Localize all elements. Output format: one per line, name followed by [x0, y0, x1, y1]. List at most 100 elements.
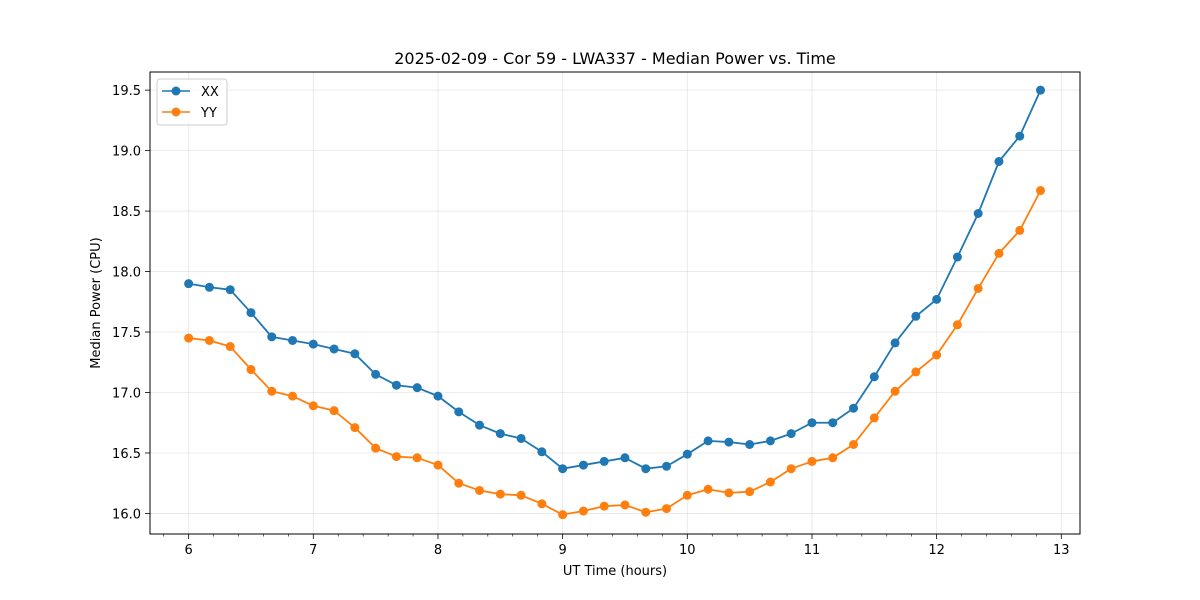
data-point-xx: [662, 461, 672, 471]
x-tick-label: 11: [804, 543, 821, 558]
legend-label-yy: YY: [200, 106, 217, 121]
data-point-xx: [288, 335, 298, 345]
x-tick-label: 6: [185, 543, 193, 558]
data-point-yy: [516, 490, 526, 500]
data-point-yy: [994, 248, 1004, 258]
x-tick-label: 7: [309, 543, 317, 558]
data-point-yy: [911, 367, 921, 377]
data-point-yy: [329, 406, 339, 416]
data-point-xx: [786, 429, 796, 439]
data-point-xx: [1036, 85, 1046, 95]
legend-marker-xx: [171, 86, 181, 96]
data-point-yy: [807, 456, 817, 466]
data-point-yy: [890, 386, 900, 396]
data-point-yy: [350, 423, 360, 433]
data-point-yy: [662, 504, 672, 514]
data-point-yy: [371, 443, 381, 453]
y-tick-label: 16.0: [112, 507, 141, 522]
data-point-yy: [765, 477, 775, 487]
data-point-xx: [204, 282, 214, 292]
data-point-xx: [682, 449, 692, 459]
data-point-yy: [204, 335, 214, 345]
data-point-xx: [412, 383, 422, 393]
series-layer: [184, 85, 1046, 520]
data-point-xx: [371, 369, 381, 379]
data-point-yy: [973, 283, 983, 293]
data-point-xx: [849, 403, 859, 413]
data-point-yy: [433, 460, 443, 470]
data-point-xx: [516, 433, 526, 443]
x-tick-label: 8: [434, 543, 442, 558]
data-point-yy: [308, 401, 318, 411]
data-point-yy: [578, 506, 588, 516]
data-point-yy: [828, 453, 838, 463]
data-point-yy: [620, 500, 630, 510]
y-tick-label: 16.5: [112, 447, 141, 462]
data-point-yy: [745, 487, 755, 497]
data-point-xx: [308, 339, 318, 349]
legend-label-xx: XX: [201, 85, 219, 100]
data-point-yy: [932, 350, 942, 360]
y-tick-label: 18.5: [112, 205, 141, 220]
data-point-xx: [267, 332, 277, 342]
data-point-yy: [246, 365, 256, 375]
data-point-xx: [703, 436, 713, 446]
y-tick-label: 17.0: [112, 386, 141, 401]
legend-marker-yy: [171, 107, 181, 117]
data-point-yy: [288, 391, 298, 401]
data-point-yy: [869, 413, 879, 423]
data-point-xx: [724, 437, 734, 447]
data-point-yy: [391, 452, 401, 462]
data-point-yy: [703, 484, 713, 494]
data-point-yy: [724, 488, 734, 498]
data-point-xx: [932, 294, 942, 304]
data-point-xx: [225, 285, 235, 295]
data-point-xx: [890, 338, 900, 348]
data-point-xx: [537, 447, 547, 457]
data-point-yy: [475, 485, 485, 495]
data-point-yy: [267, 386, 277, 396]
x-tick-label: 12: [928, 543, 945, 558]
y-axis-label: Median Power (CPU): [89, 237, 104, 368]
data-point-yy: [1015, 225, 1025, 235]
data-point-yy: [537, 499, 547, 509]
data-point-xx: [454, 407, 464, 417]
data-point-yy: [454, 478, 464, 488]
x-axis: 6 7 8 9 10 11 12 13: [163, 534, 1070, 558]
y-tick-label: 19.5: [112, 84, 141, 99]
data-point-xx: [807, 418, 817, 428]
data-point-yy: [412, 453, 422, 463]
data-point-xx: [869, 372, 879, 382]
data-point-yy: [495, 489, 505, 499]
x-tick-label: 13: [1053, 543, 1070, 558]
data-point-xx: [246, 308, 256, 318]
data-point-yy: [1036, 186, 1046, 196]
data-point-xx: [350, 349, 360, 359]
data-point-xx: [475, 420, 485, 430]
x-tick-label: 9: [559, 543, 567, 558]
data-point-yy: [599, 501, 609, 511]
data-point-xx: [599, 456, 609, 466]
chart-title: 2025-02-09 - Cor 59 - LWA337 - Median Po…: [394, 49, 836, 68]
data-point-yy: [786, 464, 796, 474]
data-point-yy: [952, 320, 962, 330]
data-point-yy: [682, 490, 692, 500]
x-axis-label: UT Time (hours): [563, 564, 667, 579]
legend: XX YY: [156, 78, 228, 126]
data-point-yy: [641, 507, 651, 517]
data-point-xx: [641, 464, 651, 474]
data-point-xx: [973, 209, 983, 219]
data-point-yy: [558, 510, 568, 520]
data-point-yy: [849, 440, 859, 450]
data-point-xx: [828, 418, 838, 428]
data-point-yy: [184, 333, 194, 343]
data-point-xx: [1015, 131, 1025, 141]
data-point-xx: [952, 252, 962, 262]
data-point-xx: [911, 311, 921, 321]
data-point-xx: [765, 436, 775, 446]
data-point-xx: [433, 391, 443, 401]
data-point-yy: [225, 342, 235, 352]
data-point-xx: [620, 453, 630, 463]
y-axis: 16.0 16.5 17.0 17.5 18.0 18.5 19.0 19.5: [112, 84, 150, 522]
